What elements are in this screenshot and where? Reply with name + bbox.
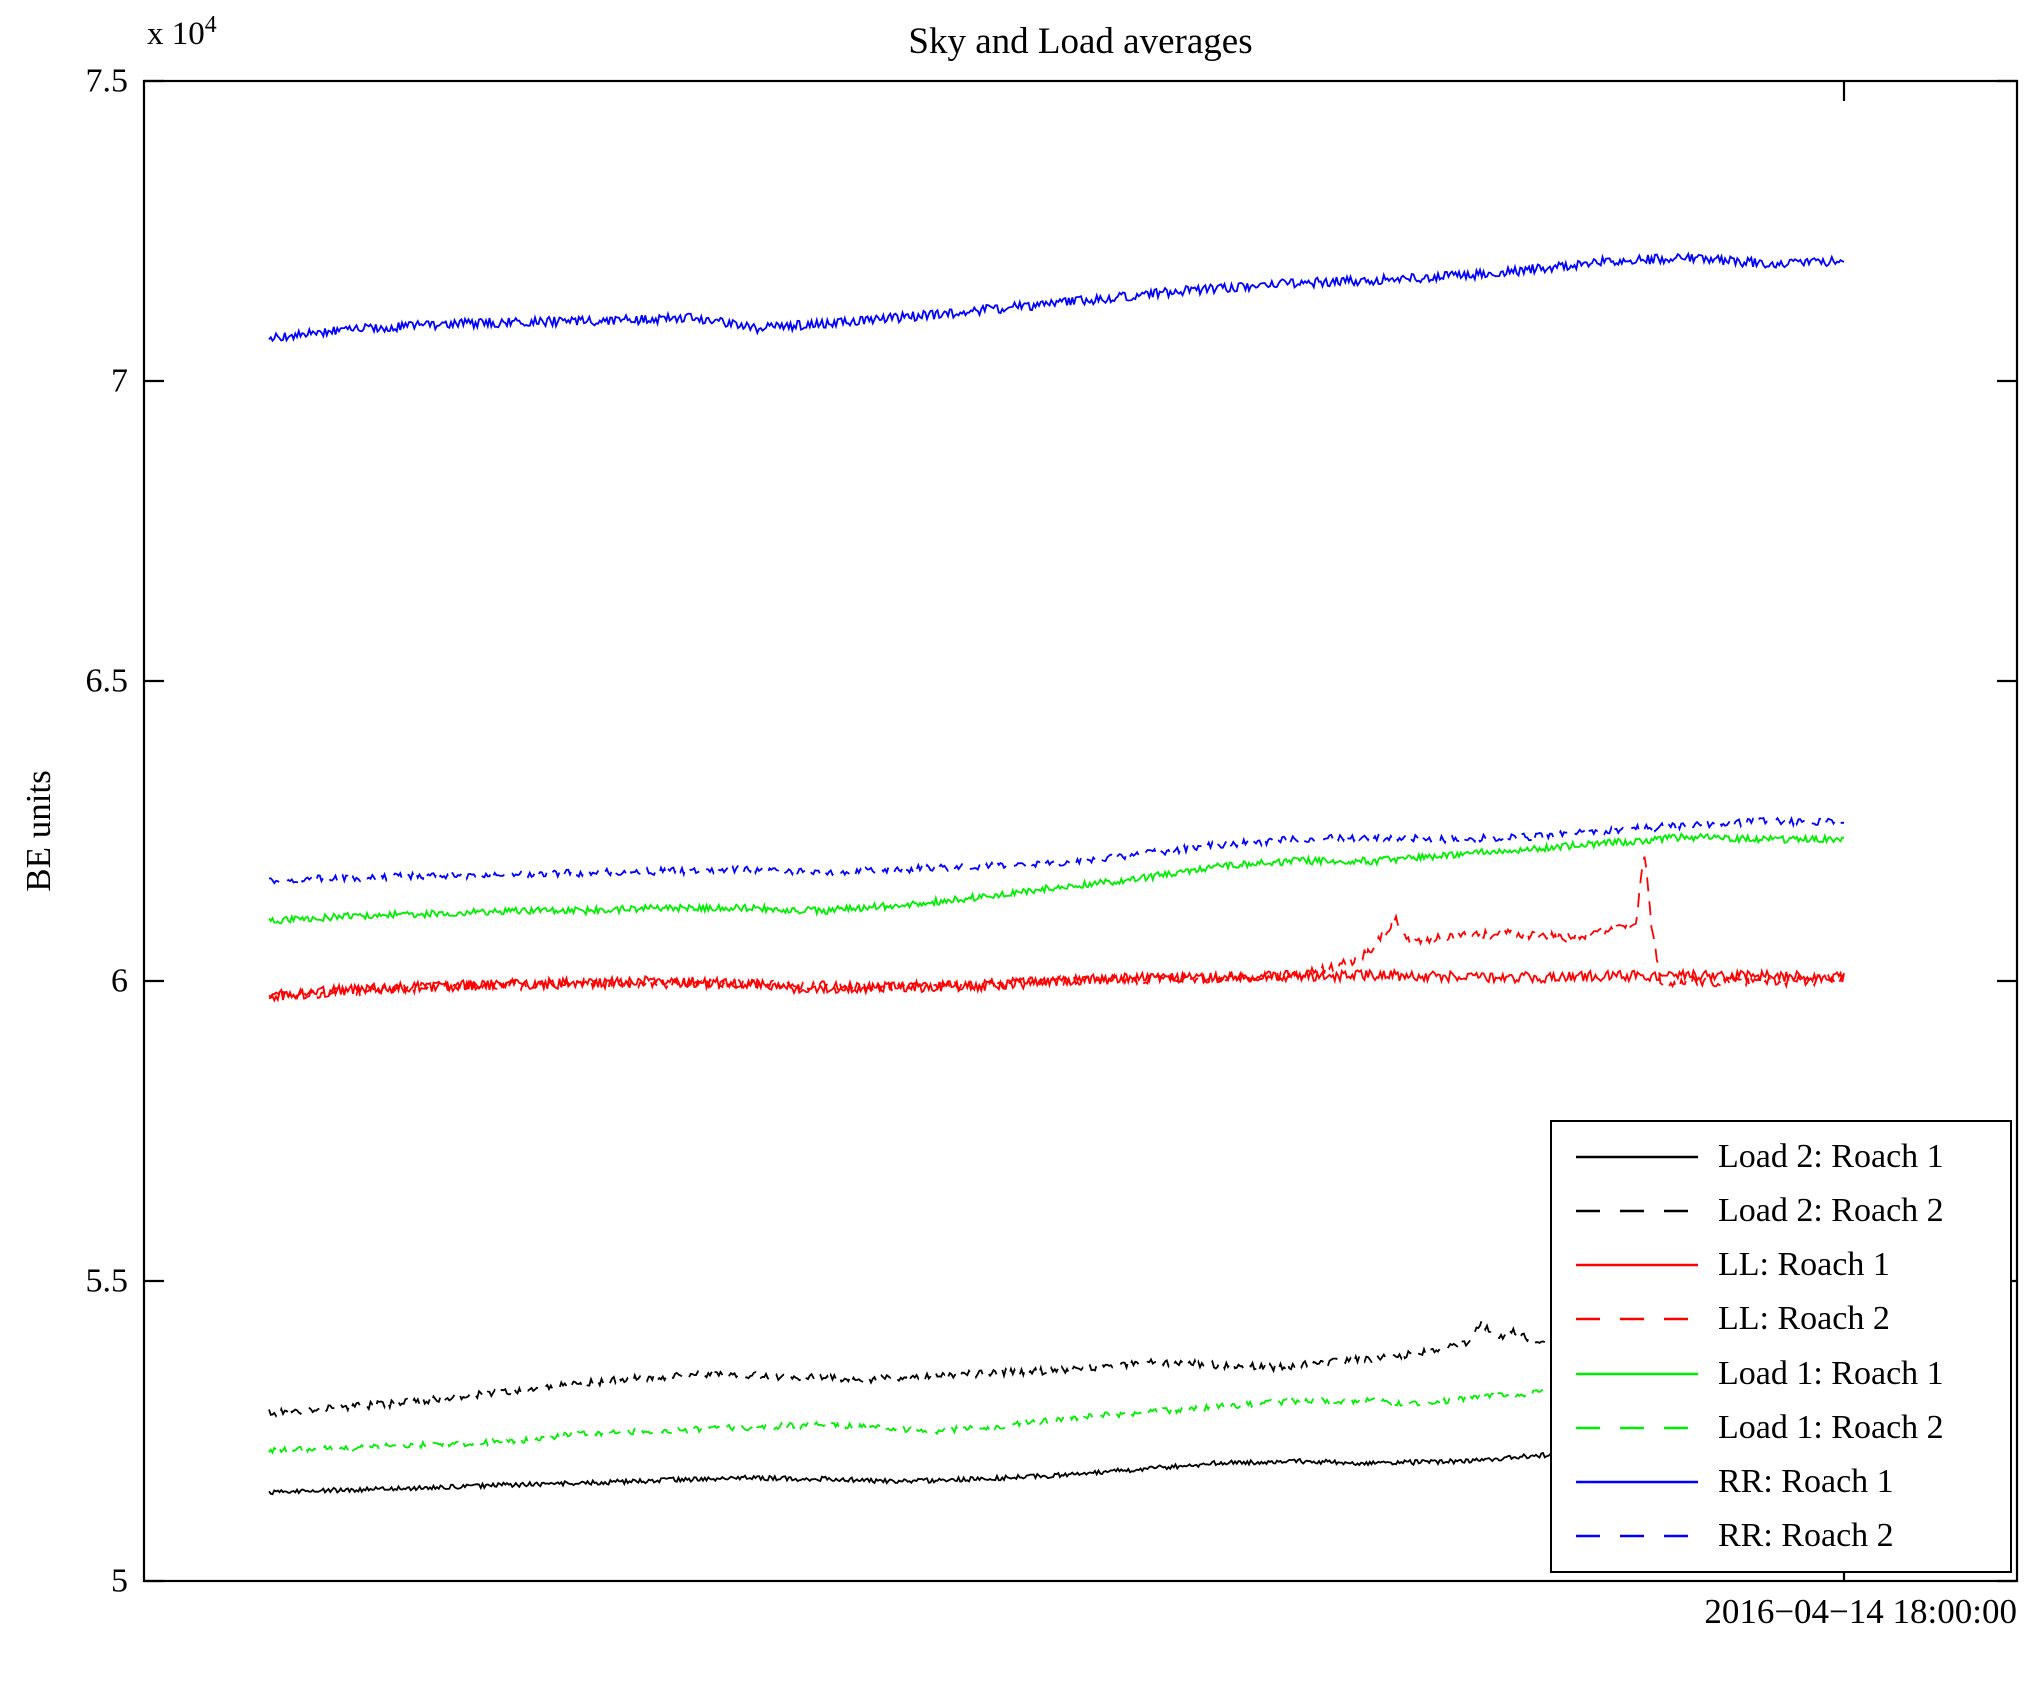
x-tick-label: 2016−04−14 18:00:00 [1704, 1592, 2017, 1631]
legend-item: Load 1: Roach 2 [1552, 1409, 2010, 1447]
y-tick-label: 5.5 [86, 1263, 129, 1300]
legend-line-sample [1576, 1209, 1698, 1213]
y-axis-offset-base: x 10 [147, 16, 205, 52]
series-line-6 [268, 251, 1845, 343]
y-tick-label: 5 [111, 1563, 128, 1600]
legend-line-sample [1576, 1318, 1698, 1321]
series-line-3 [268, 856, 1845, 1003]
y-tick-label: 6 [111, 963, 128, 1000]
axes-box [142, 79, 2019, 1583]
series-line-5 [268, 1388, 1554, 1456]
legend: Load 2: Roach 1 Load 2: Roach 2 LL: Roac… [1550, 1120, 2012, 1573]
legend-line-sample [1576, 1426, 1698, 1429]
legend-label: Load 2: Roach 1 [1718, 1138, 1944, 1176]
legend-label: Load 1: Roach 2 [1718, 1408, 1944, 1446]
series-line-2 [268, 967, 1845, 1003]
chart-title: Sky and Load averages [908, 21, 1253, 62]
legend-item: LL: Roach 1 [1552, 1246, 2010, 1284]
legend-label: Load 2: Roach 2 [1718, 1192, 1944, 1230]
legend-line-sample [1576, 1372, 1698, 1375]
legend-line-sample [1576, 1264, 1698, 1267]
series-line-4 [268, 831, 1845, 925]
legend-item: Load 2: Roach 2 [1552, 1192, 2010, 1230]
y-axis-offset-label: x 104 [147, 12, 217, 53]
legend-item: LL: Roach 2 [1552, 1300, 2010, 1338]
y-tick-label: 6.5 [86, 663, 129, 700]
legend-label: LL: Roach 1 [1718, 1246, 1890, 1284]
y-tick-label: 7 [111, 363, 128, 400]
legend-label: LL: Roach 2 [1718, 1300, 1890, 1338]
legend-item: RR: Roach 2 [1552, 1517, 2010, 1555]
legend-item: RR: Roach 1 [1552, 1463, 2010, 1501]
legend-line-sample [1576, 1480, 1698, 1484]
y-axis-offset-exponent: 4 [204, 12, 217, 38]
legend-label: RR: Roach 1 [1718, 1462, 1894, 1500]
series-line-0 [268, 1450, 1561, 1496]
legend-item: Load 1: Roach 1 [1552, 1355, 2010, 1393]
series-line-7 [269, 814, 1845, 885]
y-tick-label: 7.5 [86, 63, 129, 100]
legend-label: Load 1: Roach 1 [1718, 1354, 1944, 1392]
series-line-1 [268, 1317, 1546, 1418]
legend-item: Load 2: Roach 1 [1552, 1138, 2010, 1176]
legend-label: RR: Roach 2 [1718, 1516, 1894, 1554]
legend-line-sample [1576, 1534, 1698, 1538]
legend-line-sample [1576, 1155, 1698, 1159]
